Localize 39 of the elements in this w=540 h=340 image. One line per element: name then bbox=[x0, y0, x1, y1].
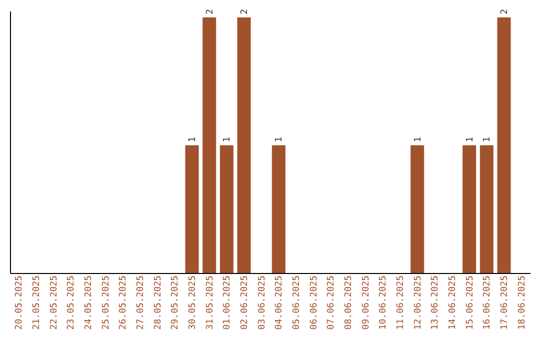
x-tick-label: 11.06.2025 bbox=[396, 276, 406, 330]
data-label: 1 bbox=[465, 136, 476, 142]
x-tick-label: 01.06.2025 bbox=[222, 276, 233, 330]
data-label: 2 bbox=[205, 8, 216, 14]
x-tick-label: 25.05.2025 bbox=[101, 276, 112, 330]
data-label: 1 bbox=[222, 136, 233, 142]
data-label: 1 bbox=[188, 136, 198, 142]
x-tick-label: 31.05.2025 bbox=[205, 276, 216, 330]
x-tick-label: 12.06.2025 bbox=[413, 276, 424, 330]
x-tick-label: 23.05.2025 bbox=[66, 276, 77, 330]
x-tick-label: 27.05.2025 bbox=[136, 276, 146, 330]
data-label: 1 bbox=[413, 136, 424, 142]
x-tick-label: 26.05.2025 bbox=[118, 276, 129, 330]
x-tick-label: 07.06.2025 bbox=[326, 276, 337, 330]
x-tick-label: 13.06.2025 bbox=[430, 276, 441, 330]
x-tick-label: 02.06.2025 bbox=[240, 276, 250, 330]
x-tick-label: 14.06.2025 bbox=[448, 276, 458, 330]
x-tick-label: 03.06.2025 bbox=[257, 276, 268, 330]
data-label: 2 bbox=[500, 8, 510, 14]
x-tick-label: 28.05.2025 bbox=[153, 276, 164, 330]
x-tick-label: 17.06.2025 bbox=[500, 276, 510, 330]
x-tick-label: 05.06.2025 bbox=[292, 276, 302, 330]
x-tick-label: 15.06.2025 bbox=[465, 276, 476, 330]
x-tick-label: 10.06.2025 bbox=[378, 276, 389, 330]
x-tick-label: 16.06.2025 bbox=[482, 276, 493, 330]
data-label: 1 bbox=[482, 136, 493, 142]
x-tick-label: 04.06.2025 bbox=[274, 276, 285, 330]
x-tick-label: 30.05.2025 bbox=[188, 276, 198, 330]
x-tick-label: 24.05.2025 bbox=[84, 276, 94, 330]
x-tick-label: 06.06.2025 bbox=[309, 276, 320, 330]
x-tick-label: 21.05.2025 bbox=[32, 276, 42, 330]
x-tick-label: 22.05.2025 bbox=[49, 276, 60, 330]
x-tick-label: 09.06.2025 bbox=[361, 276, 372, 330]
data-label: 1 bbox=[274, 136, 285, 142]
x-tick-label: 18.06.2025 bbox=[517, 276, 528, 330]
x-tick-label: 20.05.2025 bbox=[14, 276, 25, 330]
data-label: 2 bbox=[240, 8, 250, 14]
x-tick-label: 08.06.2025 bbox=[344, 276, 354, 330]
x-tick-label: 29.05.2025 bbox=[170, 276, 181, 330]
